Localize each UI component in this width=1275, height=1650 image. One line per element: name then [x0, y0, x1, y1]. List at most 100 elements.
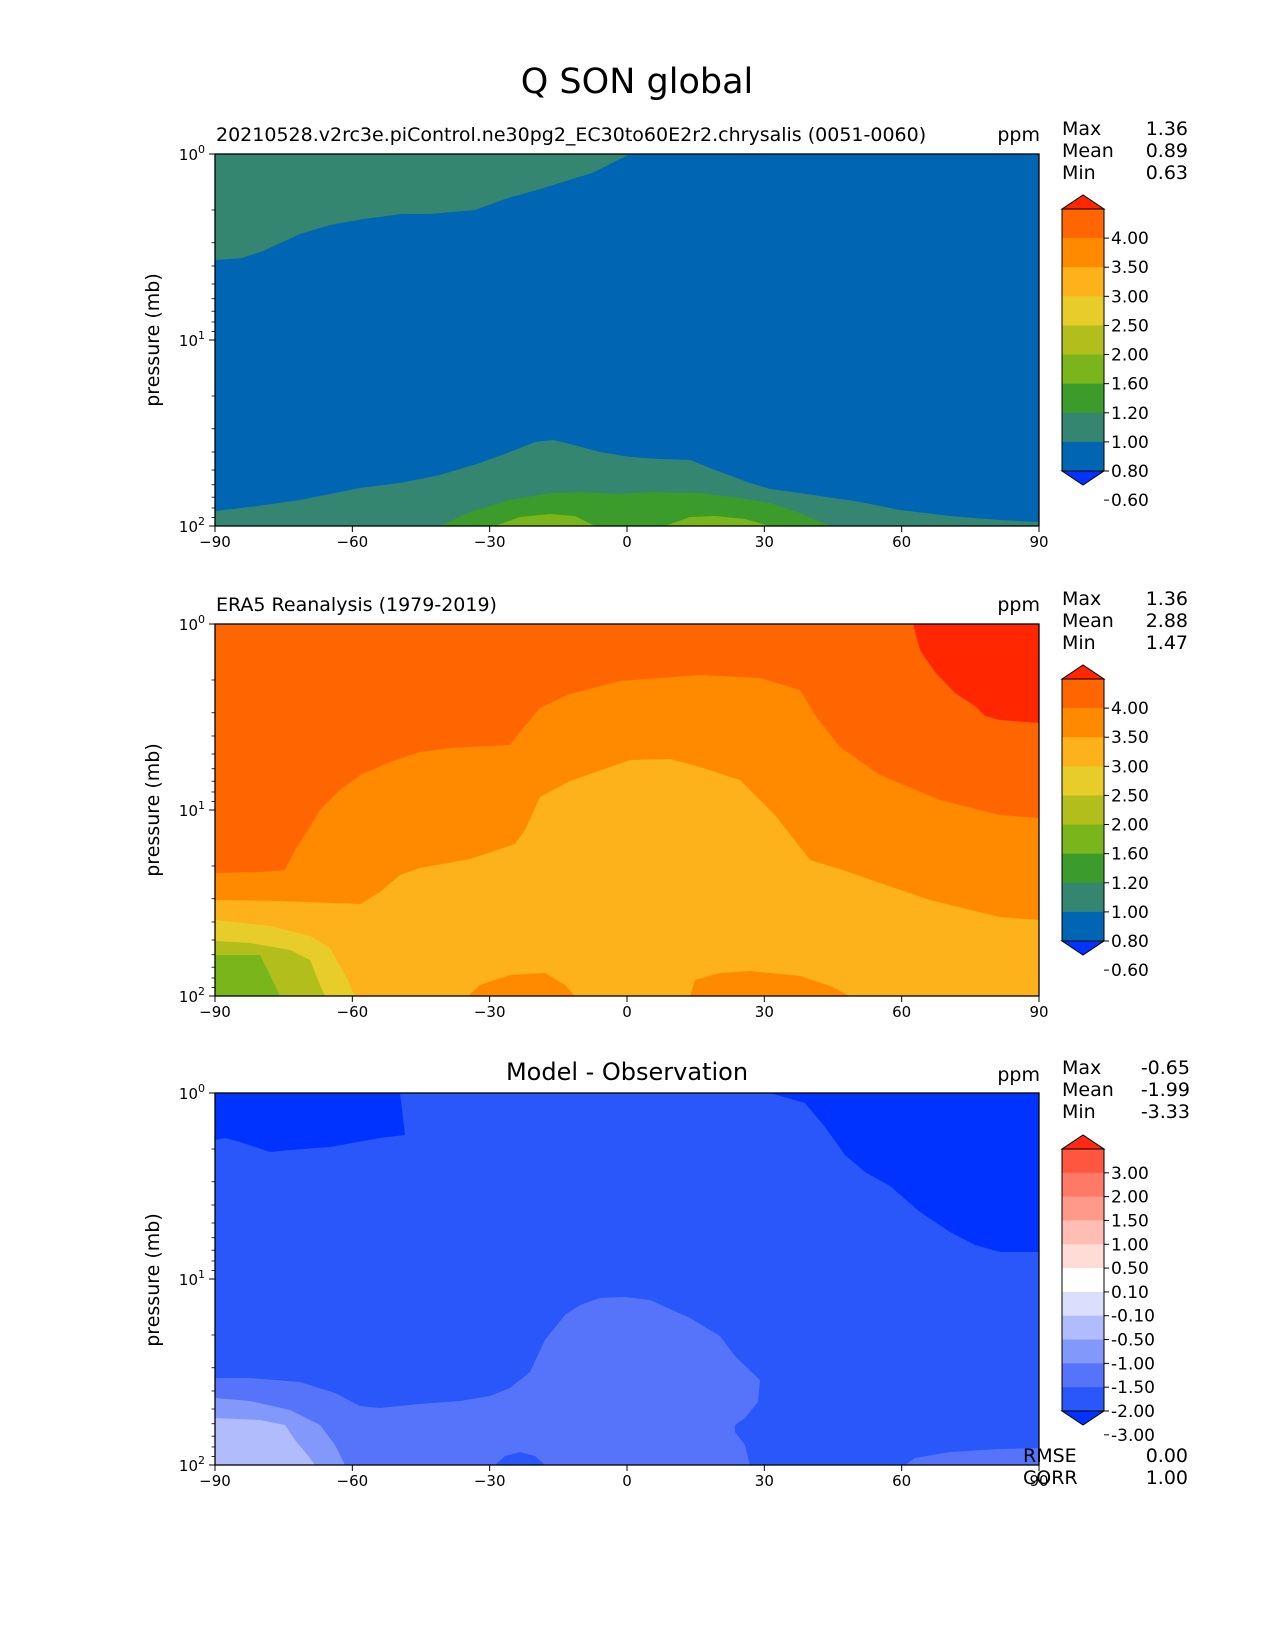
figure-title: Q SON global — [521, 62, 754, 102]
x-tick-label: 0 — [622, 1003, 632, 1021]
x-tick-label: −30 — [474, 1472, 506, 1490]
x-tick-label: −30 — [474, 1003, 506, 1021]
field-level-4.00 — [913, 624, 1039, 723]
colorbar-label: 2.00 — [1111, 1188, 1149, 1208]
stat-max-label: Max — [1062, 118, 1101, 140]
stat-max-label: Max — [1062, 1057, 1101, 1079]
units-label: ppm — [997, 124, 1040, 146]
field-level--1.50 — [215, 1297, 760, 1465]
colorbar-label: 0.10 — [1111, 1283, 1149, 1303]
stat-max-label: Max — [1062, 588, 1101, 610]
colorbar-label: 2.00 — [1111, 816, 1149, 836]
colorbar-extend-min — [1060, 470, 1106, 486]
stat-corr-label: CORR — [1023, 1467, 1078, 1489]
stat-min-value: 0.63 — [1146, 162, 1188, 184]
colorbar-label: 0.80 — [1111, 932, 1149, 952]
colorbar-extend-max — [1060, 664, 1106, 680]
stat-max-value: 1.36 — [1146, 118, 1188, 140]
colorbar-label: 1.60 — [1111, 845, 1149, 865]
colorbar-segment — [1062, 238, 1104, 268]
colorbar: 4.00 3.50 3.00 2.50 2.00 1.60 1.20 1.00 0.80 0.60 — [1060, 664, 1149, 981]
y-tick-label: 100 — [179, 1082, 205, 1103]
stat-mean-value: -1.99 — [1141, 1079, 1190, 1101]
colorbar-label: 1.50 — [1111, 1211, 1149, 1231]
stat-max-value: -0.65 — [1141, 1057, 1190, 1079]
field-level--3.00 — [770, 1093, 1039, 1252]
colorbar-segment — [1062, 1363, 1104, 1388]
colorbar-frame — [1061, 678, 1105, 942]
x-tick-label: 0 — [622, 533, 632, 551]
colorbar-segment — [1062, 267, 1104, 297]
colorbar-extend-max — [1060, 1134, 1106, 1150]
colorbar-segment — [1062, 354, 1104, 385]
field-level--2.00 — [495, 1452, 545, 1465]
stat-corr-value: 1.00 — [1146, 1467, 1188, 1489]
colorbar-label: 2.50 — [1111, 786, 1149, 806]
x-tick-label: −90 — [199, 1003, 231, 1021]
colorbar-segment — [1062, 1244, 1104, 1269]
units-label: ppm — [997, 1064, 1040, 1086]
field-level-1.00 — [215, 440, 1039, 526]
x-tick-label: −60 — [337, 533, 369, 551]
y-axis-label: pressure (mb) — [142, 743, 164, 877]
colorbar-segment — [1062, 795, 1104, 826]
colorbar-label: -0.10 — [1111, 1307, 1155, 1327]
colorbar-label: 1.20 — [1111, 404, 1149, 424]
x-tick-label: −90 — [199, 533, 231, 551]
colorbar-segment — [1062, 679, 1104, 709]
colorbar-frame — [1061, 208, 1105, 472]
subplot-title: 20210528.v2rc3e.piControl.ne30pg2_EC30to… — [216, 124, 926, 146]
colorbar-label: 1.00 — [1111, 433, 1149, 453]
colorbar-frame — [1061, 1148, 1105, 1412]
field-level--1.50 — [905, 1448, 1039, 1465]
panel-observation-plot — [214, 623, 1040, 997]
colorbar-label: 2.00 — [1111, 346, 1149, 366]
colorbar-segment — [1062, 1220, 1104, 1245]
colorbar: 3.00 2.00 1.50 1.00 0.50 0.10 -0.10 -0.50 -1.00 -… — [1060, 1134, 1155, 1446]
stat-min-label: Min — [1062, 162, 1096, 184]
y-tick-label: 100 — [179, 613, 205, 634]
x-axis: −90 −60 −30 0 30 60 90 — [199, 996, 1049, 1021]
colorbar-label: -1.00 — [1111, 1354, 1155, 1374]
colorbar-segment — [1062, 1268, 1104, 1293]
y-tick-label: 101 — [179, 799, 205, 820]
colorbar-label: -2.00 — [1111, 1402, 1155, 1422]
units-label: ppm — [997, 594, 1040, 616]
stat-min-label: Min — [1062, 632, 1096, 654]
panel-difference: Model - Observation ppm pressure (mb) Ma… — [142, 1057, 1190, 1490]
colorbar-label: 1.00 — [1111, 903, 1149, 923]
stat-mean-value: 0.89 — [1146, 140, 1188, 162]
x-tick-label: −60 — [337, 1003, 369, 1021]
colorbar-segment — [1062, 325, 1104, 356]
colorbar-segment — [1062, 209, 1104, 239]
stat-rmse-value: 0.00 — [1146, 1445, 1188, 1467]
stat-mean-value: 2.88 — [1146, 610, 1188, 632]
colorbar-label: 1.20 — [1111, 874, 1149, 894]
field-level--0.50 — [215, 1418, 315, 1465]
colorbar-segment — [1062, 853, 1104, 884]
field-level-1.20 — [215, 955, 280, 996]
colorbar-segment — [1062, 1149, 1104, 1174]
colorbar-label: 0.80 — [1111, 462, 1149, 482]
subplot-title: ERA5 Reanalysis (1979-2019) — [216, 594, 497, 616]
colorbar-segment — [1062, 882, 1104, 913]
colorbar-segment — [1062, 1196, 1104, 1221]
colorbar-label: 0.50 — [1111, 1259, 1149, 1279]
x-tick-label: 60 — [892, 1472, 911, 1490]
colorbar-segment — [1062, 1387, 1104, 1412]
field-level-1.00 — [215, 154, 630, 260]
colorbar-segment — [1062, 708, 1104, 738]
stat-rmse-label: RMSE — [1023, 1445, 1077, 1467]
stat-mean-label: Mean — [1062, 1079, 1114, 1101]
field-level-3.00 — [690, 971, 850, 996]
colorbar-segment — [1062, 296, 1104, 326]
colorbar-extend-min — [1060, 940, 1106, 956]
x-tick-label: 60 — [892, 533, 911, 551]
field-level-1.60 — [665, 516, 770, 526]
y-tick-label: 101 — [179, 1268, 205, 1289]
y-axis-label: pressure (mb) — [142, 1213, 164, 1347]
error-stats-block: RMSE 0.00 CORR 1.00 — [1023, 1445, 1188, 1489]
